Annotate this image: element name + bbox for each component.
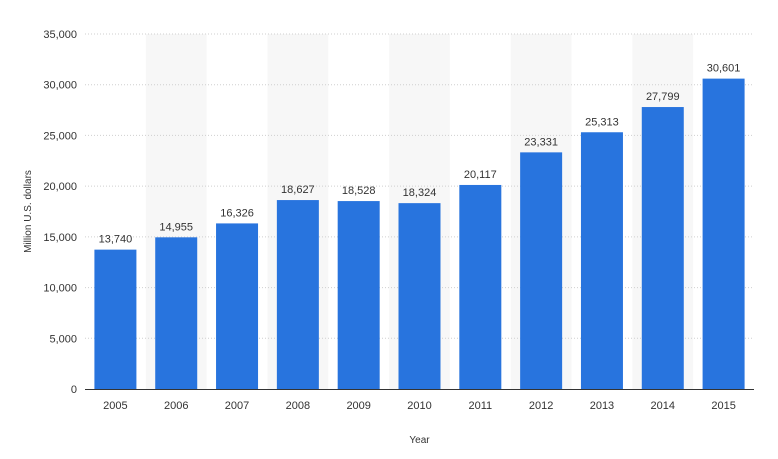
y-tick-label: 20,000 (43, 181, 77, 193)
x-tick-label: 2014 (651, 400, 675, 412)
bar[interactable] (520, 152, 563, 389)
bar-value-label: 16,326 (220, 207, 254, 219)
x-tick-label: 2012 (529, 400, 553, 412)
y-tick-label: 5,000 (49, 333, 77, 345)
y-axis-tick-labels: 0 5,000 10,000 15,000 20,000 25,000 30,000 35,0… (43, 29, 77, 396)
value-labels-group: 13,740 14,955 16,326 18,627 18,528 18,324 20,1… (99, 63, 741, 246)
bar[interactable] (155, 237, 198, 389)
bar-value-label: 14,955 (159, 221, 193, 233)
bar-value-label: 25,313 (585, 116, 619, 128)
bar[interactable] (276, 200, 319, 389)
y-tick-label: 10,000 (43, 283, 77, 295)
x-tick-label: 2007 (225, 400, 249, 412)
x-tick-label: 2005 (103, 400, 127, 412)
y-tick-label: 30,000 (43, 80, 77, 92)
y-tick-label: 0 (71, 384, 77, 396)
bar-value-label: 30,601 (707, 63, 741, 75)
x-axis-tick-labels: 2005 2006 2007 2008 2009 2010 2011 2012 2013 2014… (103, 400, 736, 412)
y-axis-label: Million U.S. dollars (23, 170, 34, 253)
bar-value-label: 18,528 (342, 185, 376, 197)
bar-value-label: 27,799 (646, 91, 680, 103)
x-tick-label: 2006 (164, 400, 188, 412)
y-tick-label: 15,000 (43, 232, 77, 244)
x-tick-label: 2008 (286, 400, 310, 412)
y-tick-label: 35,000 (43, 29, 77, 41)
bar-value-label: 23,331 (524, 136, 558, 148)
x-tick-label: 2011 (468, 400, 492, 412)
bar[interactable] (641, 107, 684, 390)
bar-value-label: 18,627 (281, 184, 315, 196)
x-tick-label: 2015 (711, 400, 735, 412)
bar[interactable] (398, 203, 441, 389)
bar[interactable] (216, 223, 259, 389)
x-tick-label: 2009 (346, 400, 370, 412)
x-tick-label: 2010 (407, 400, 431, 412)
bars-group (94, 78, 745, 390)
bar[interactable] (94, 249, 137, 389)
bar-value-label: 20,117 (464, 169, 497, 181)
bar-value-label: 18,324 (403, 187, 437, 199)
bar-value-label: 13,740 (99, 234, 133, 246)
bar[interactable] (702, 78, 745, 389)
x-axis-label: Year (409, 435, 430, 446)
bar[interactable] (337, 201, 380, 389)
x-tick-label: 2013 (590, 400, 614, 412)
y-tick-label: 25,000 (43, 130, 77, 142)
bar[interactable] (580, 132, 623, 390)
bar[interactable] (459, 184, 502, 389)
